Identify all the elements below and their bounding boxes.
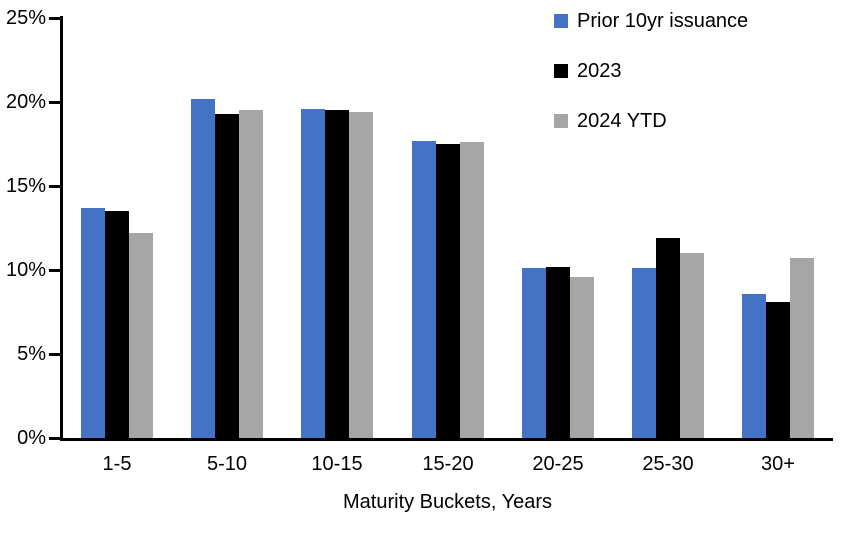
y-axis-tick (49, 437, 60, 440)
legend-item: 2024 YTD (554, 108, 748, 134)
legend-swatch-2024-ytd (554, 114, 568, 128)
bar-2024-ytd-25-30 (680, 253, 704, 438)
bar-2024-ytd-15-20 (460, 142, 484, 438)
bar-2024-ytd-10-15 (349, 112, 373, 438)
y-axis-tick (49, 353, 60, 356)
y-axis-tick (49, 185, 60, 188)
legend-swatch-2023 (554, 64, 568, 78)
bar-2024-ytd-5-10 (239, 110, 263, 438)
x-axis-category-label: 5-10 (206, 453, 248, 475)
y-axis-tick-label: 10% (5, 259, 46, 281)
legend-swatch-prior-10yr-issuance (554, 14, 568, 28)
bar-2023-5-10 (215, 114, 239, 438)
bar-2023-20-25 (546, 267, 570, 438)
x-axis (60, 438, 833, 441)
bar-2023-15-20 (436, 144, 460, 438)
legend-label: 2024 YTD (577, 110, 667, 132)
y-axis-tick-label: 25% (5, 7, 46, 29)
bar-prior-10yr-issuance-10-15 (301, 109, 325, 438)
x-axis-category-label: 10-15 (311, 453, 363, 475)
y-axis-tick-label: 0% (17, 427, 46, 449)
bar-prior-10yr-issuance-30- (742, 294, 766, 438)
x-axis-category-label: 1-5 (102, 453, 132, 475)
legend-item: 2023 (554, 58, 748, 84)
bar-prior-10yr-issuance-25-30 (632, 268, 656, 438)
bar-2024-ytd-20-25 (570, 277, 594, 438)
bar-prior-10yr-issuance-5-10 (191, 99, 215, 438)
y-axis-tick-label: 5% (17, 343, 46, 365)
x-axis-title: Maturity Buckets, Years (343, 491, 552, 513)
legend-label: 2023 (577, 60, 622, 82)
y-axis-tick (49, 269, 60, 272)
bar-2023-30- (766, 302, 790, 438)
x-axis-category-label: 30+ (761, 453, 795, 475)
bar-2024-ytd-1-5 (129, 233, 153, 438)
bar-prior-10yr-issuance-20-25 (522, 268, 546, 438)
legend-item: Prior 10yr issuance (554, 8, 748, 34)
y-axis-tick-label: 20% (5, 91, 46, 113)
legend-label: Prior 10yr issuance (577, 10, 749, 32)
y-axis-tick-label: 15% (5, 175, 46, 197)
y-axis (60, 16, 63, 441)
bar-2023-1-5 (105, 211, 129, 438)
bar-prior-10yr-issuance-1-5 (81, 208, 105, 438)
bar-2023-25-30 (656, 238, 680, 438)
x-axis-category-label: 20-25 (532, 453, 584, 475)
bar-prior-10yr-issuance-15-20 (412, 141, 436, 438)
x-axis-category-label: 25-30 (642, 453, 694, 475)
bar-2024-ytd-30- (790, 258, 814, 438)
y-axis-tick (49, 17, 60, 20)
bar-2023-10-15 (325, 110, 349, 438)
legend: Prior 10yr issuance 2023 2024 YTD (554, 8, 748, 158)
y-axis-tick (49, 101, 60, 104)
x-axis-category-label: 15-20 (422, 453, 474, 475)
